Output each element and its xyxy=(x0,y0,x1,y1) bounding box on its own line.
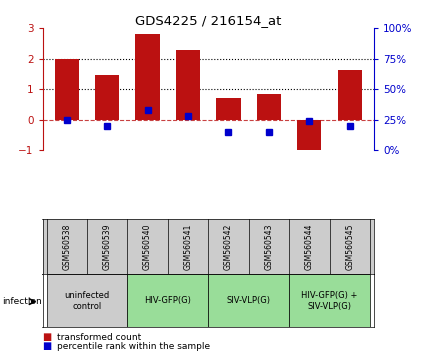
Bar xyxy=(55,59,79,120)
Bar xyxy=(216,98,241,120)
Bar xyxy=(208,274,289,327)
Text: ■: ■ xyxy=(42,332,52,342)
Text: GSM560543: GSM560543 xyxy=(264,224,273,270)
Text: GSM560538: GSM560538 xyxy=(62,224,71,270)
Text: GSM560544: GSM560544 xyxy=(305,224,314,270)
Text: HIV-GFP(G): HIV-GFP(G) xyxy=(144,296,191,306)
Bar xyxy=(47,274,128,327)
Text: HIV-GFP(G) +
SIV-VLP(G): HIV-GFP(G) + SIV-VLP(G) xyxy=(301,291,358,310)
Text: GSM560539: GSM560539 xyxy=(103,224,112,270)
Bar xyxy=(95,75,119,120)
Text: ■: ■ xyxy=(42,341,52,351)
Title: GDS4225 / 216154_at: GDS4225 / 216154_at xyxy=(135,14,281,27)
Text: percentile rank within the sample: percentile rank within the sample xyxy=(57,342,210,351)
Bar xyxy=(289,274,370,327)
Bar xyxy=(136,34,160,120)
Bar xyxy=(176,50,200,120)
Bar xyxy=(297,120,321,152)
Text: transformed count: transformed count xyxy=(57,332,142,342)
Text: GSM560540: GSM560540 xyxy=(143,224,152,270)
Text: SIV-VLP(G): SIV-VLP(G) xyxy=(227,296,271,306)
Bar xyxy=(257,94,281,120)
Text: GSM560545: GSM560545 xyxy=(345,224,354,270)
Text: GSM560542: GSM560542 xyxy=(224,224,233,270)
Text: uninfected
control: uninfected control xyxy=(64,291,110,310)
Bar xyxy=(337,70,362,120)
Text: infection: infection xyxy=(2,297,42,306)
Text: GSM560541: GSM560541 xyxy=(184,224,193,270)
Bar xyxy=(128,274,208,327)
